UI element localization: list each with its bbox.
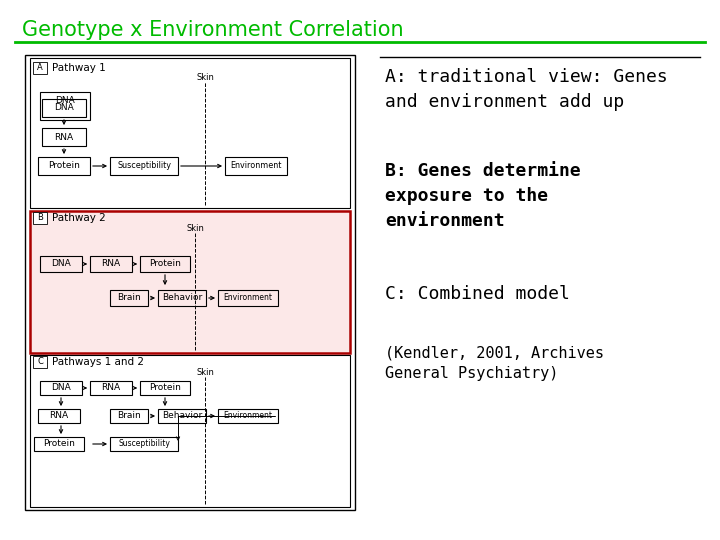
FancyBboxPatch shape bbox=[218, 290, 278, 306]
FancyBboxPatch shape bbox=[110, 437, 178, 451]
Text: Skin: Skin bbox=[186, 224, 204, 233]
Text: C: C bbox=[37, 357, 43, 367]
FancyBboxPatch shape bbox=[40, 256, 82, 272]
FancyBboxPatch shape bbox=[90, 381, 132, 395]
FancyBboxPatch shape bbox=[30, 211, 350, 353]
Text: Environment: Environment bbox=[230, 161, 282, 171]
Text: DNA: DNA bbox=[51, 383, 71, 393]
FancyBboxPatch shape bbox=[42, 99, 86, 117]
Text: B: Genes determine
exposure to the
environment: B: Genes determine exposure to the envir… bbox=[385, 162, 581, 230]
Text: RNA: RNA bbox=[102, 260, 120, 268]
FancyBboxPatch shape bbox=[38, 157, 90, 175]
FancyBboxPatch shape bbox=[30, 355, 350, 507]
Text: Genotype x Environment Correlation: Genotype x Environment Correlation bbox=[22, 20, 404, 40]
Text: RNA: RNA bbox=[50, 411, 68, 421]
FancyBboxPatch shape bbox=[218, 409, 278, 423]
FancyBboxPatch shape bbox=[158, 409, 206, 423]
Text: DNA: DNA bbox=[54, 104, 74, 112]
Text: Protein: Protein bbox=[43, 440, 75, 449]
FancyBboxPatch shape bbox=[33, 356, 47, 368]
Text: DNA: DNA bbox=[51, 260, 71, 268]
FancyBboxPatch shape bbox=[42, 128, 86, 146]
Text: A: traditional view: Genes
and environment add up: A: traditional view: Genes and environme… bbox=[385, 68, 667, 111]
FancyBboxPatch shape bbox=[40, 92, 90, 120]
Text: Behavior: Behavior bbox=[162, 411, 202, 421]
Text: Pathway 1: Pathway 1 bbox=[52, 63, 106, 73]
Text: Skin: Skin bbox=[196, 73, 214, 82]
FancyBboxPatch shape bbox=[110, 409, 148, 423]
Text: C: Combined model: C: Combined model bbox=[385, 285, 570, 303]
FancyBboxPatch shape bbox=[33, 62, 47, 74]
Text: Protein: Protein bbox=[149, 260, 181, 268]
Text: RNA: RNA bbox=[102, 383, 120, 393]
Text: A: A bbox=[37, 64, 43, 72]
FancyBboxPatch shape bbox=[34, 437, 84, 451]
Text: B: B bbox=[37, 213, 43, 222]
Text: Susceptibility: Susceptibility bbox=[118, 440, 170, 449]
FancyBboxPatch shape bbox=[25, 55, 355, 510]
Text: Protein: Protein bbox=[48, 161, 80, 171]
FancyBboxPatch shape bbox=[33, 212, 47, 224]
Text: DNA: DNA bbox=[55, 96, 75, 116]
FancyBboxPatch shape bbox=[140, 381, 190, 395]
Text: Skin: Skin bbox=[196, 368, 214, 377]
Text: DNA: DNA bbox=[55, 105, 75, 114]
FancyBboxPatch shape bbox=[40, 381, 82, 395]
Text: Behavior: Behavior bbox=[162, 294, 202, 302]
Text: (Kendler, 2001, Archives
General Psychiatry): (Kendler, 2001, Archives General Psychia… bbox=[385, 345, 604, 381]
Text: Environment: Environment bbox=[223, 411, 272, 421]
Text: Environment: Environment bbox=[223, 294, 272, 302]
FancyBboxPatch shape bbox=[38, 409, 80, 423]
Text: Susceptibility: Susceptibility bbox=[117, 161, 171, 171]
Text: Pathway 2: Pathway 2 bbox=[52, 213, 106, 223]
FancyBboxPatch shape bbox=[225, 157, 287, 175]
Text: RNA: RNA bbox=[55, 132, 73, 141]
FancyBboxPatch shape bbox=[110, 157, 178, 175]
Text: Protein: Protein bbox=[149, 383, 181, 393]
FancyBboxPatch shape bbox=[140, 256, 190, 272]
FancyBboxPatch shape bbox=[158, 290, 206, 306]
Text: Brain: Brain bbox=[117, 411, 141, 421]
Text: Pathways 1 and 2: Pathways 1 and 2 bbox=[52, 357, 144, 367]
FancyBboxPatch shape bbox=[30, 58, 350, 208]
Text: Brain: Brain bbox=[117, 294, 141, 302]
FancyBboxPatch shape bbox=[110, 290, 148, 306]
FancyBboxPatch shape bbox=[90, 256, 132, 272]
